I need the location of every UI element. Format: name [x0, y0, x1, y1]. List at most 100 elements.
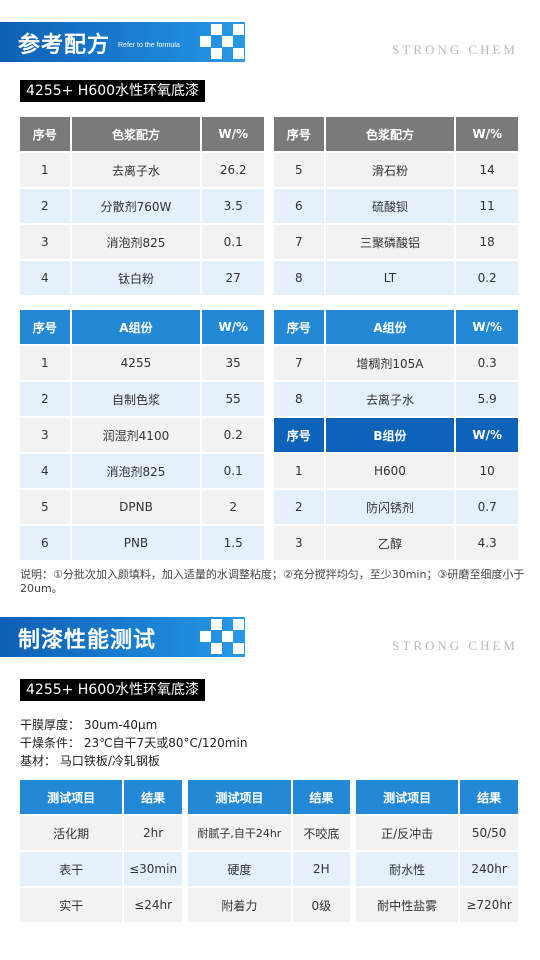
cell-weight: 1.5 [202, 526, 264, 560]
column-header: 序号 [274, 310, 324, 344]
cell-index: 7 [274, 225, 324, 259]
test-conditions: 干膜厚度： 30um-40μm 干燥条件： 23℃自干7天或80°C/120mi… [20, 716, 247, 770]
cell-result: 2hr [124, 816, 182, 850]
cell-weight: 18 [456, 225, 518, 259]
column-header: 测试项目 [188, 780, 291, 814]
column-header: 色浆配方 [325, 117, 455, 151]
table-row: 7 增稠剂105A 0.3 [274, 346, 518, 380]
table-row: 正/反冲击 50/50 [356, 816, 518, 850]
test-table-3: 测试项目 结果 正/反冲击 50/50 耐水性 240hr 耐中性盐雾 ≥720… [354, 778, 520, 924]
cell-test-item: 实干 [20, 888, 123, 922]
column-header: 序号 [274, 117, 324, 151]
cell-test-item: 表干 [20, 852, 123, 886]
cell-test-item: 耐腻子,自干24hr [188, 816, 291, 850]
section-banner-formula: 参考配方 Refer to the formula [0, 22, 245, 62]
table-row: 2 自制色浆 55 [20, 382, 264, 416]
column-header: W/% [456, 418, 518, 452]
column-header: A组份 [325, 310, 455, 344]
cell-index: 5 [274, 153, 324, 187]
cell-result: 240hr [460, 852, 518, 886]
cell-result: ≤30min [124, 852, 182, 886]
table-row: 硬度 2H [188, 852, 350, 886]
cell-material: 去离子水 [325, 382, 455, 416]
cell-index: 3 [20, 225, 70, 259]
column-header: A组份 [71, 310, 201, 344]
column-header: 序号 [20, 117, 70, 151]
checker-pattern-icon [200, 24, 244, 60]
column-header: W/% [456, 117, 518, 151]
table-row: 耐腻子,自干24hr 不咬底 [188, 816, 350, 850]
table-row: 4 消泡剂825 0.1 [20, 454, 264, 488]
cell-test-item: 正/反冲击 [356, 816, 459, 850]
cell-weight: 0.3 [456, 346, 518, 380]
cell-material: 钛白粉 [71, 261, 201, 295]
table-row: 耐水性 240hr [356, 852, 518, 886]
cell-index: 1 [20, 346, 70, 380]
cell-index: 6 [20, 526, 70, 560]
cell-material: 硫酸钡 [325, 189, 455, 223]
table-row: 3 消泡剂825 0.1 [20, 225, 264, 259]
cell-material: 分散剂760W [71, 189, 201, 223]
cell-material: PNB [71, 526, 201, 560]
column-header: 序号 [274, 418, 324, 452]
table-row: 2 防闪锈剂 0.7 [274, 490, 518, 524]
cell-index: 4 [20, 261, 70, 295]
cell-material: 自制色浆 [71, 382, 201, 416]
cell-index: 2 [20, 382, 70, 416]
checker-pattern-icon [200, 619, 244, 655]
cell-weight: 0.7 [456, 490, 518, 524]
color-paste-table-left: 序号 色浆配方 W/% 1 去离子水 26.2 2 分散剂760W 3.5 3 … [18, 115, 266, 297]
cell-test-item: 硬度 [188, 852, 291, 886]
cell-index: 1 [20, 153, 70, 187]
table-row: 活化期 2hr [20, 816, 182, 850]
product-label: 4255+ H600水性环氧底漆 [20, 80, 206, 102]
section-title: 制漆性能测试 [18, 628, 157, 653]
table-row: 6 PNB 1.5 [20, 526, 264, 560]
cell-index: 3 [274, 526, 324, 560]
cell-test-item: 耐水性 [356, 852, 459, 886]
cell-material: 消泡剂825 [71, 454, 201, 488]
table-row: 6 硫酸钡 11 [274, 189, 518, 223]
cell-material: 三聚磷酸铝 [325, 225, 455, 259]
brand-watermark: STRONG CHEM [392, 638, 518, 653]
table-row: 5 滑石粉 14 [274, 153, 518, 187]
cell-result: 50/50 [460, 816, 518, 850]
cell-material: 增稠剂105A [325, 346, 455, 380]
cell-result: 不咬底 [292, 816, 350, 850]
table-row: 8 LT 0.2 [274, 261, 518, 295]
cell-weight: 10 [456, 454, 518, 488]
cell-material: 去离子水 [71, 153, 201, 187]
b-component-table: 序号 B组份 W/% 1 H600 10 2 防闪锈剂 0.7 3 乙醇 4.3 [272, 416, 520, 562]
table-row: 7 三聚磷酸铝 18 [274, 225, 518, 259]
color-paste-table-right: 序号 色浆配方 W/% 5 滑石粉 14 6 硫酸钡 11 7 三聚磷酸铝 18… [272, 115, 520, 297]
film-thickness: 干膜厚度： 30um-40μm [20, 718, 158, 732]
cell-weight: 0.1 [202, 225, 264, 259]
cell-material: H600 [325, 454, 455, 488]
table-row: 表干 ≤30min [20, 852, 182, 886]
column-header: B组份 [325, 418, 455, 452]
brand-watermark: STRONG CHEM [392, 42, 518, 57]
cell-result: ≥720hr [460, 888, 518, 922]
cell-result: ≤24hr [124, 888, 182, 922]
section-banner-performance: 制漆性能测试 [0, 617, 245, 657]
column-header: 结果 [460, 780, 518, 814]
column-header: 测试项目 [20, 780, 123, 814]
cell-material: 润湿剂4100 [71, 418, 201, 452]
test-table-1: 测试项目 结果 活化期 2hr 表干 ≤30min 实干 ≤24hr [18, 778, 184, 924]
cell-index: 2 [274, 490, 324, 524]
formula-note: 说明：①分批次加入颜填料，加入适量的水调整粘度；②充分搅拌均匀，至少30min；… [20, 568, 525, 595]
cell-weight: 2 [202, 490, 264, 524]
column-header: 测试项目 [356, 780, 459, 814]
drying-condition: 干燥条件： 23℃自干7天或80°C/120min [20, 736, 248, 750]
table-row: 4 钛白粉 27 [20, 261, 264, 295]
table-row: 3 乙醇 4.3 [274, 526, 518, 560]
cell-weight: 26.2 [202, 153, 264, 187]
table-row: 1 去离子水 26.2 [20, 153, 264, 187]
column-header: W/% [456, 310, 518, 344]
table-row: 实干 ≤24hr [20, 888, 182, 922]
column-header: 序号 [20, 310, 70, 344]
cell-index: 4 [20, 454, 70, 488]
table-row: 5 DPNB 2 [20, 490, 264, 524]
table-row: 1 4255 35 [20, 346, 264, 380]
cell-material: LT [325, 261, 455, 295]
